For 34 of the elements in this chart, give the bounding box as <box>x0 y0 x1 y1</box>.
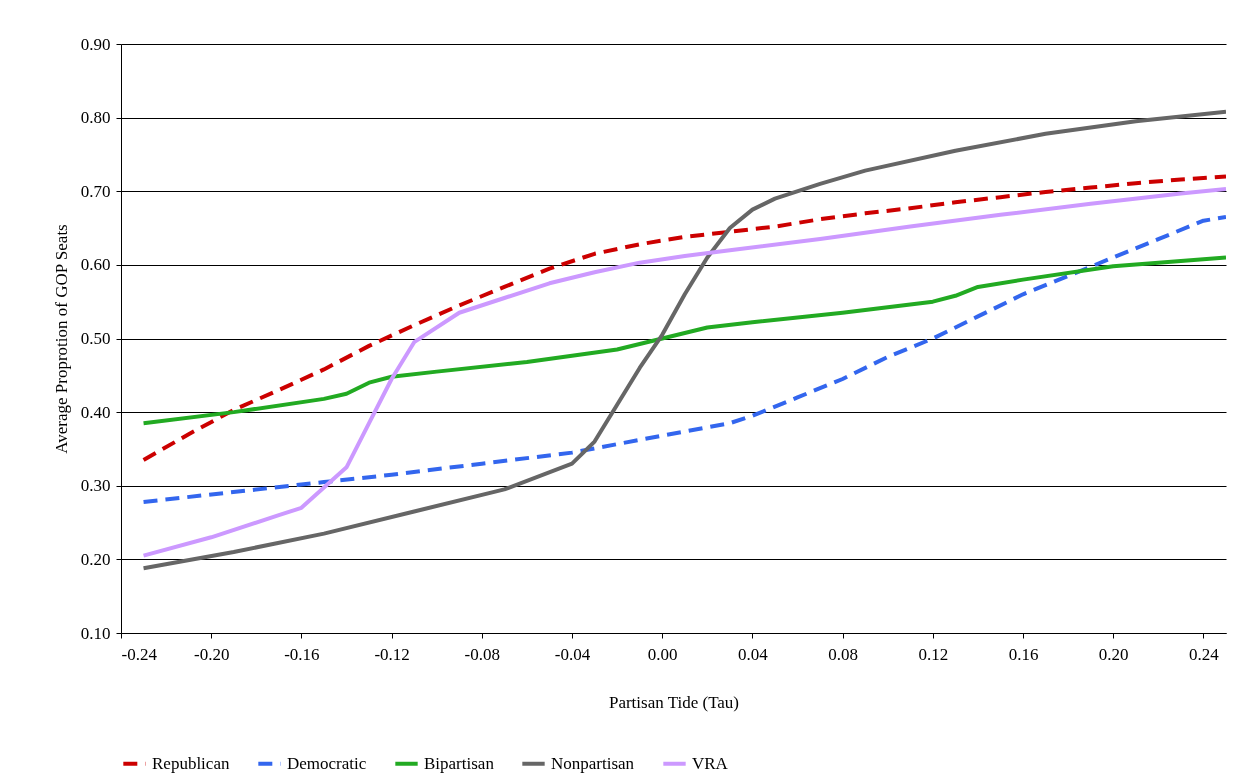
x-tick-label: -0.20 <box>193 644 230 664</box>
line-series <box>141 187 1226 558</box>
x-tick-label: 0.04 <box>738 644 769 664</box>
y-axis-title: Average Proprotion of GOP Seats <box>51 224 71 454</box>
legend-label: Bipartisan <box>424 753 495 773</box>
x-tick-label: 0.12 <box>918 644 949 664</box>
line-series <box>141 255 1226 426</box>
x-axis-title: Partisan Tide (Tau) <box>608 692 740 712</box>
x-tick-label: 0.16 <box>1008 644 1039 664</box>
line-series <box>141 109 1226 571</box>
x-tick-label: 0.00 <box>647 644 678 664</box>
x-tick-label: -0.24 <box>121 644 158 664</box>
legend-label: Republican <box>152 753 230 773</box>
y-tick-label: 0.20 <box>80 549 111 569</box>
x-tick-label: 0.20 <box>1098 644 1129 664</box>
x-tick-label: -0.16 <box>284 644 320 664</box>
y-tick-label: 0.80 <box>80 108 111 128</box>
x-tick-label: -0.08 <box>464 644 501 664</box>
legend-label: Nonpartisan <box>551 753 635 773</box>
y-tick-label: 0.30 <box>80 476 111 496</box>
y-tick-label: 0.50 <box>80 329 111 348</box>
x-tick-label: 0.24 <box>1189 644 1220 664</box>
legend-label: Democratic <box>287 753 367 773</box>
line-series <box>141 174 1226 462</box>
legend-label: VRA <box>692 753 729 773</box>
y-tick-label: 0.60 <box>80 255 111 275</box>
line-series <box>141 215 1226 504</box>
x-tick-label: 0.08 <box>828 644 859 664</box>
y-tick-label: 0.40 <box>80 402 111 422</box>
y-tick-label: 0.70 <box>80 181 111 201</box>
y-tick-label: 0.10 <box>80 623 111 643</box>
y-tick-label: 0.90 <box>80 34 111 54</box>
x-tick-label: -0.04 <box>554 644 591 664</box>
x-tick-label: -0.12 <box>374 644 410 664</box>
